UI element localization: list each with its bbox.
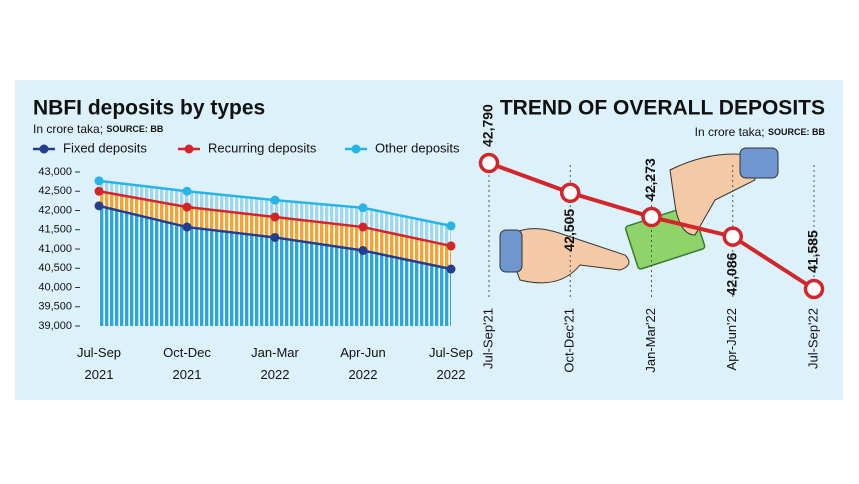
point	[478, 152, 500, 174]
y-tick-label: 42,000	[38, 204, 72, 216]
point	[270, 212, 280, 222]
x-tick-label: Jan-Mar'22	[643, 308, 658, 373]
point	[270, 232, 280, 242]
legend-swatch	[351, 144, 361, 154]
area-fill	[99, 205, 451, 326]
value-label: 42,273	[642, 158, 658, 201]
y-tick-label: 41,500	[38, 224, 72, 236]
point	[94, 176, 104, 186]
legend-label: Other deposits	[375, 140, 460, 155]
y-tick-label: 41,000	[38, 243, 72, 255]
x-tick-line: 2022	[261, 367, 290, 382]
point	[446, 241, 456, 251]
point	[803, 278, 825, 300]
y-tick-label: 39,500	[38, 301, 72, 313]
x-tick-label: Jul-Sep'22	[805, 308, 820, 369]
y-tick-label: 42,500	[38, 185, 72, 197]
y-tick-label: 39,000	[38, 320, 72, 332]
point	[94, 201, 104, 211]
chart-title: TREND OF OVERALL DEPOSITS	[500, 97, 825, 120]
point	[270, 195, 280, 205]
chart-title: NBFI deposits by types	[33, 97, 265, 120]
x-tick-label: Jul-Sep 2022	[429, 345, 473, 382]
point	[182, 222, 192, 232]
x-tick-label: Apr-Jun 2022	[340, 345, 386, 382]
point	[446, 221, 456, 231]
x-tick-line: 2021	[85, 367, 114, 382]
x-tick-line: Jan-Mar	[251, 345, 299, 360]
y-tick-label: 40,000	[38, 281, 72, 293]
x-tick-label: Oct-Dec 2021	[163, 345, 211, 382]
x-tick-label: Apr-Jun'22	[724, 308, 739, 370]
value-label: 42,790	[480, 104, 496, 147]
x-tick-line: Jul-Sep	[77, 345, 121, 360]
x-tick-label: Oct-Dec'21	[562, 308, 577, 373]
x-tick-label: Jul-Sep 2021	[77, 345, 121, 382]
legend-label: Recurring deposits	[208, 140, 317, 155]
subtitle: In crore taka; SOURCE: BB	[33, 122, 164, 136]
x-tick-label: Jan-Mar 2022	[251, 345, 299, 382]
legend-label: Fixed deposits	[63, 140, 147, 155]
y-tick-label: 43,000	[38, 166, 72, 178]
value-label: 42,505	[561, 209, 577, 252]
point	[358, 246, 368, 256]
x-tick-line: 2022	[349, 367, 378, 382]
point	[641, 206, 662, 228]
legend-swatch	[39, 144, 49, 154]
point	[94, 186, 104, 196]
y-tick-label: 40,500	[38, 262, 72, 274]
x-tick-line: Oct-Dec	[163, 345, 211, 360]
x-tick-line: 2021	[173, 367, 202, 382]
legend-swatch	[184, 144, 194, 154]
x-tick-line: Apr-Jun	[340, 345, 386, 360]
point	[182, 202, 192, 212]
point	[446, 264, 456, 274]
value-label: 42,086	[723, 252, 739, 295]
value-label: 41,585	[805, 230, 821, 273]
point	[722, 226, 743, 247]
point	[182, 186, 192, 196]
point	[358, 222, 368, 232]
point	[358, 203, 368, 213]
subtitle: In crore taka; SOURCE: BB	[695, 125, 826, 139]
x-tick-line: 2022	[437, 367, 466, 382]
point	[560, 182, 581, 204]
x-tick-label: Jul-Sep'21	[480, 308, 495, 369]
x-tick-line: Jul-Sep	[429, 345, 473, 360]
